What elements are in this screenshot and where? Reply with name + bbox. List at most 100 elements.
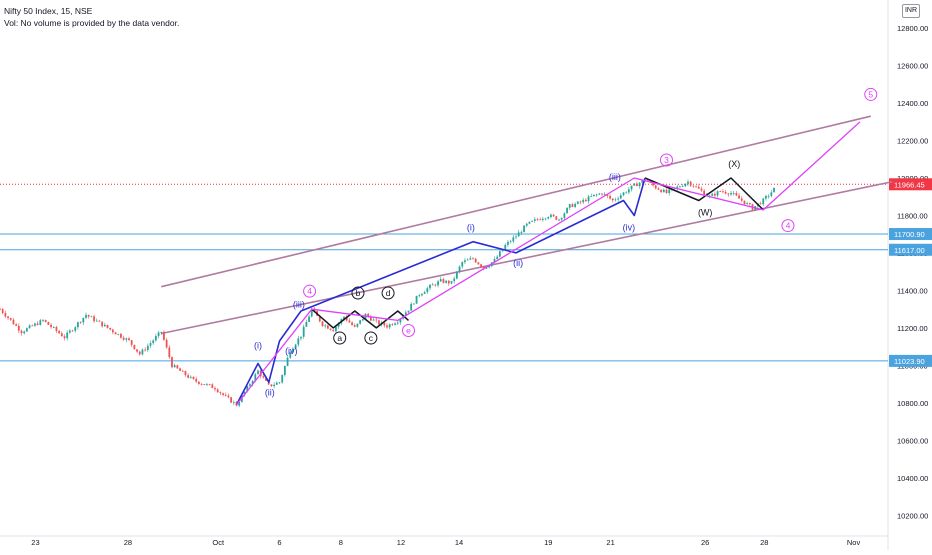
candle-body[interactable]	[523, 225, 525, 233]
candle-body[interactable]	[332, 329, 335, 332]
candle-body[interactable]	[375, 319, 378, 321]
candle-body[interactable]	[36, 323, 39, 325]
candle-body[interactable]	[369, 316, 372, 321]
candle-body[interactable]	[372, 319, 375, 321]
candle-body[interactable]	[87, 314, 90, 317]
candle-body[interactable]	[496, 256, 499, 260]
candle-body[interactable]	[480, 264, 482, 267]
candle-body[interactable]	[74, 327, 77, 331]
candle-body[interactable]	[493, 259, 496, 263]
candle-body[interactable]	[609, 195, 611, 199]
candle-body[interactable]	[512, 237, 515, 242]
candle-body[interactable]	[165, 339, 168, 348]
candle-body[interactable]	[563, 213, 566, 218]
candle-body[interactable]	[152, 340, 155, 344]
candle-body[interactable]	[636, 183, 638, 187]
candle-body[interactable]	[144, 349, 147, 351]
candle-body[interactable]	[679, 186, 681, 188]
candle-body[interactable]	[146, 345, 149, 351]
candle-body[interactable]	[168, 347, 171, 358]
candle-body[interactable]	[200, 383, 203, 385]
candle-body[interactable]	[289, 352, 292, 358]
candle-body[interactable]	[176, 365, 179, 369]
candle-body[interactable]	[627, 189, 630, 193]
candle-body[interactable]	[60, 333, 63, 337]
candle-body[interactable]	[767, 195, 770, 197]
wave-abc-line[interactable]	[311, 308, 409, 329]
candle-body[interactable]	[593, 194, 595, 197]
candle-body[interactable]	[203, 384, 206, 385]
candle-body[interactable]	[227, 395, 230, 398]
candle-body[interactable]	[222, 393, 224, 395]
channel-line-upper[interactable]	[161, 115, 871, 288]
candle-body[interactable]	[584, 199, 587, 202]
candle-body[interactable]	[359, 320, 362, 324]
candle-body[interactable]	[558, 219, 560, 221]
candle-body[interactable]	[238, 401, 241, 406]
candle-body[interactable]	[418, 295, 421, 297]
candle-body[interactable]	[598, 193, 601, 195]
candle-body[interactable]	[474, 258, 477, 263]
candle-body[interactable]	[652, 182, 654, 186]
candle-body[interactable]	[439, 279, 442, 282]
candle-body[interactable]	[249, 384, 251, 386]
candle-body[interactable]	[211, 384, 214, 389]
candle-body[interactable]	[214, 388, 216, 390]
candle-body[interactable]	[246, 385, 249, 392]
candle-body[interactable]	[472, 258, 474, 260]
candle-body[interactable]	[421, 293, 423, 296]
candle-body[interactable]	[719, 191, 722, 192]
candle-body[interactable]	[219, 392, 222, 394]
candle-body[interactable]	[568, 204, 571, 208]
candle-body[interactable]	[1, 309, 4, 314]
candle-body[interactable]	[47, 321, 50, 325]
candle-body[interactable]	[619, 195, 622, 199]
candle-body[interactable]	[157, 332, 160, 337]
candle-body[interactable]	[485, 267, 488, 269]
candle-body[interactable]	[95, 320, 98, 322]
candle-body[interactable]	[93, 316, 95, 322]
candle-body[interactable]	[426, 288, 429, 293]
candle-body[interactable]	[254, 374, 257, 381]
candle-body[interactable]	[383, 322, 386, 326]
candle-body[interactable]	[700, 188, 703, 191]
candle-body[interactable]	[50, 324, 52, 328]
candle-body[interactable]	[748, 203, 751, 205]
candle-body[interactable]	[727, 193, 730, 195]
candle-body[interactable]	[7, 316, 9, 318]
candle-body[interactable]	[138, 351, 141, 355]
candle-body[interactable]	[278, 382, 281, 384]
candle-body[interactable]	[684, 183, 687, 187]
candle-body[interactable]	[574, 203, 577, 207]
candle-body[interactable]	[77, 322, 79, 328]
candle-body[interactable]	[292, 348, 294, 353]
candle-body[interactable]	[273, 384, 276, 387]
candle-body[interactable]	[455, 271, 458, 279]
candle-body[interactable]	[181, 370, 184, 372]
candle-body[interactable]	[442, 279, 445, 283]
candle-body[interactable]	[434, 284, 437, 286]
candle-body[interactable]	[394, 323, 396, 325]
candle-body[interactable]	[668, 189, 671, 194]
candle-body[interactable]	[412, 303, 415, 305]
candle-body[interactable]	[404, 312, 407, 316]
candle-body[interactable]	[765, 195, 767, 199]
candle-body[interactable]	[676, 186, 679, 189]
candle-body[interactable]	[216, 389, 219, 393]
candle-body[interactable]	[101, 321, 104, 327]
candle-body[interactable]	[197, 381, 200, 384]
candle-body[interactable]	[595, 194, 598, 196]
candle-body[interactable]	[179, 368, 181, 371]
candle-body[interactable]	[587, 196, 590, 202]
candle-body[interactable]	[283, 366, 286, 376]
candle-body[interactable]	[447, 280, 450, 284]
candle-body[interactable]	[611, 198, 614, 201]
candle-body[interactable]	[603, 194, 606, 195]
candle-body[interactable]	[477, 262, 480, 265]
candle-body[interactable]	[163, 331, 165, 340]
candle-body[interactable]	[20, 330, 23, 334]
candle-body[interactable]	[391, 324, 394, 326]
candle-body[interactable]	[738, 195, 740, 199]
